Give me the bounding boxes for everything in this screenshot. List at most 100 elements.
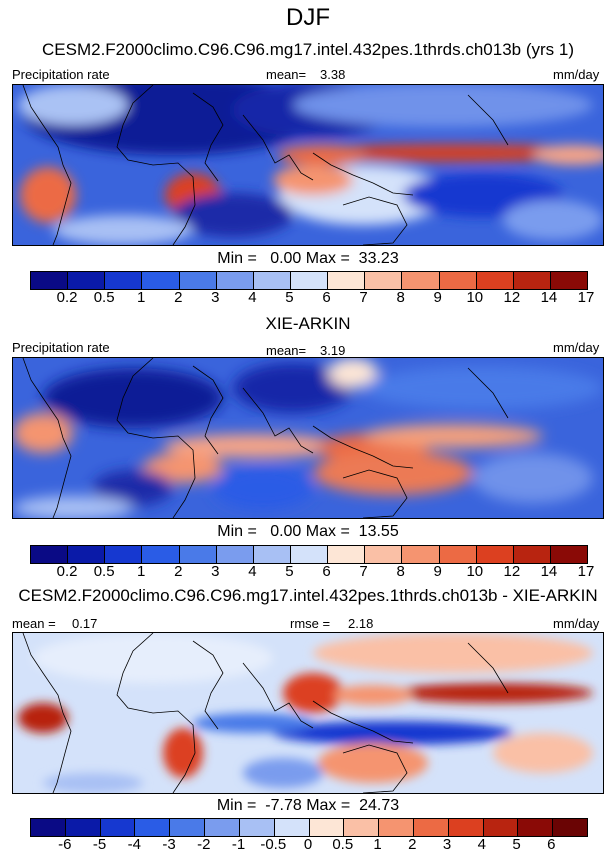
- colorbar-segment: [553, 819, 587, 836]
- coastlines: [22, 358, 509, 518]
- panel-3-rmse-value: 2.18: [348, 616, 374, 631]
- colorbar-segment: [476, 272, 514, 289]
- panel-3-min-max: Min = -7.78 Max = 24.73: [216, 797, 400, 814]
- panel-1-colorbar: [30, 271, 588, 290]
- colorbar-segment: [550, 546, 588, 563]
- colorbar-segment: [105, 546, 143, 563]
- panel-3-title: CESM2.F2000climo.C96.C96.mg17.intel.432p…: [18, 586, 598, 605]
- panel-3-mean-label: mean =: [12, 616, 56, 631]
- panel-1-mean-label: mean=: [266, 67, 307, 82]
- colorbar-segment: [483, 819, 519, 836]
- colorbar-segment: [253, 272, 291, 289]
- colorbar-tick-label: 4: [477, 836, 486, 853]
- colorbar-segment: [274, 819, 310, 836]
- panel-2-colorbar-ticks: 0.2 0.5 1 2 3 4 5 6 7 8 9 10 12 14 17: [30, 563, 595, 583]
- colorbar-segment: [142, 272, 180, 289]
- colorbar-tick-label: 6: [547, 836, 556, 853]
- colorbar-segment: [476, 546, 514, 563]
- colorbar-tick-label: 12: [503, 289, 521, 306]
- colorbar-segment: [170, 819, 206, 836]
- colorbar-segment: [550, 272, 588, 289]
- colorbar-tick-label: 0.5: [332, 836, 354, 853]
- colorbar-tick-label: 17: [577, 289, 595, 306]
- colorbar-segment: [31, 272, 69, 289]
- colorbar-tick-label: 8: [396, 289, 405, 306]
- coastlines: [22, 85, 509, 245]
- colorbar-segment: [216, 272, 254, 289]
- colorbar-tick-label: 5: [285, 289, 294, 306]
- colorbar-segment: [439, 546, 477, 563]
- colorbar-segment: [309, 819, 345, 836]
- panel-1-map: [12, 84, 604, 246]
- colorbar-tick-label: 9: [433, 563, 442, 580]
- colorbar-tick-label: 8: [396, 563, 405, 580]
- panel-1-colorbar-ticks: 0.2 0.5 1 2 3 4 5 6 7 8 9 10 12 14 17: [30, 289, 595, 309]
- colorbar-tick-label: 0.5: [93, 563, 115, 580]
- colorbar-tick-label: -2: [197, 836, 211, 853]
- colorbar-tick-label: 17: [577, 563, 595, 580]
- colorbar-tick-label: -6: [58, 836, 72, 853]
- colorbar-tick-label: 6: [322, 289, 331, 306]
- colorbar-segment: [448, 819, 484, 836]
- panel-2-min-max: Min = 0.00 Max = 13.55: [217, 523, 399, 540]
- colorbar-tick-label: 7: [359, 289, 368, 306]
- panel-3-rmse-label: rmse =: [290, 616, 331, 631]
- colorbar-segment: [239, 819, 275, 836]
- colorbar-segment: [142, 546, 180, 563]
- colorbar-tick-label: 0.2: [56, 289, 78, 306]
- colorbar-tick-label: 1: [373, 836, 382, 853]
- colorbar-tick-label: 3: [442, 836, 452, 853]
- colorbar-segment: [518, 819, 554, 836]
- panel-3-colorbar-ticks: -6 -5 -4 -3 -2 -1 -0.5 0 0.5 1 2 3 4 5 6: [30, 836, 586, 856]
- colorbar-segment: [379, 819, 414, 836]
- panel-1-title: CESM2.F2000climo.C96.C96.mg17.intel.432p…: [42, 40, 574, 59]
- colorbar-tick-label: 0.2: [56, 563, 78, 580]
- colorbar-tick-label: 2: [174, 563, 183, 580]
- colorbar-segment: [439, 272, 477, 289]
- colorbar-tick-label: 0: [303, 836, 313, 853]
- colorbar-tick-label: 5: [285, 563, 294, 580]
- colorbar-tick-label: 9: [433, 289, 442, 306]
- colorbar-segment: [205, 819, 240, 836]
- panel-1-mean-value: 3.38: [320, 67, 346, 82]
- colorbar-segment: [135, 819, 171, 836]
- colorbar-tick-label: -1: [231, 836, 246, 853]
- colorbar-tick-label: 2: [408, 836, 417, 853]
- panel-2-map: [12, 357, 604, 519]
- colorbar-segment: [513, 272, 551, 289]
- colorbar-tick-label: 5: [512, 836, 521, 853]
- panel-2-colorbar: [30, 545, 588, 564]
- colorbar-tick-label: 4: [248, 289, 257, 306]
- colorbar-tick-label: 14: [540, 289, 558, 306]
- colorbar-tick-label: 1: [137, 289, 146, 306]
- colorbar-tick-label: 3: [211, 563, 220, 580]
- colorbar-segment: [365, 272, 403, 289]
- colorbar-segment: [100, 819, 136, 836]
- colorbar-segment: [179, 272, 217, 289]
- colorbar-tick-label: 6: [322, 563, 331, 580]
- colorbar-segment: [402, 546, 440, 563]
- panel-3-mean-value: 0.17: [72, 616, 98, 631]
- panel-3-units: mm/day: [553, 616, 600, 631]
- colorbar-tick-label: -4: [127, 836, 141, 853]
- colorbar-segment: [68, 272, 106, 289]
- panel-2-mean-label: mean=: [266, 343, 307, 358]
- colorbar-tick-label: 0.5: [93, 289, 115, 306]
- colorbar-tick-label: -5: [92, 836, 107, 853]
- panel-2-title: XIE-ARKIN: [265, 314, 351, 333]
- colorbar-segment: [65, 819, 101, 836]
- colorbar-segment: [31, 546, 69, 563]
- colorbar-segment: [290, 272, 329, 289]
- colorbar-segment: [68, 546, 106, 563]
- colorbar-segment: [344, 819, 380, 836]
- colorbar-tick-label: 10: [466, 289, 484, 306]
- colorbar-segment: [328, 272, 366, 289]
- figure-title: DJF: [286, 4, 330, 31]
- colorbar-tick-label: -3: [162, 836, 176, 853]
- colorbar-tick-label: 1: [137, 563, 146, 580]
- colorbar-tick-label: 10: [466, 563, 484, 580]
- colorbar-segment: [253, 546, 291, 563]
- coastlines: [22, 633, 509, 793]
- colorbar-segment: [365, 546, 403, 563]
- colorbar-tick-label: 4: [248, 563, 257, 580]
